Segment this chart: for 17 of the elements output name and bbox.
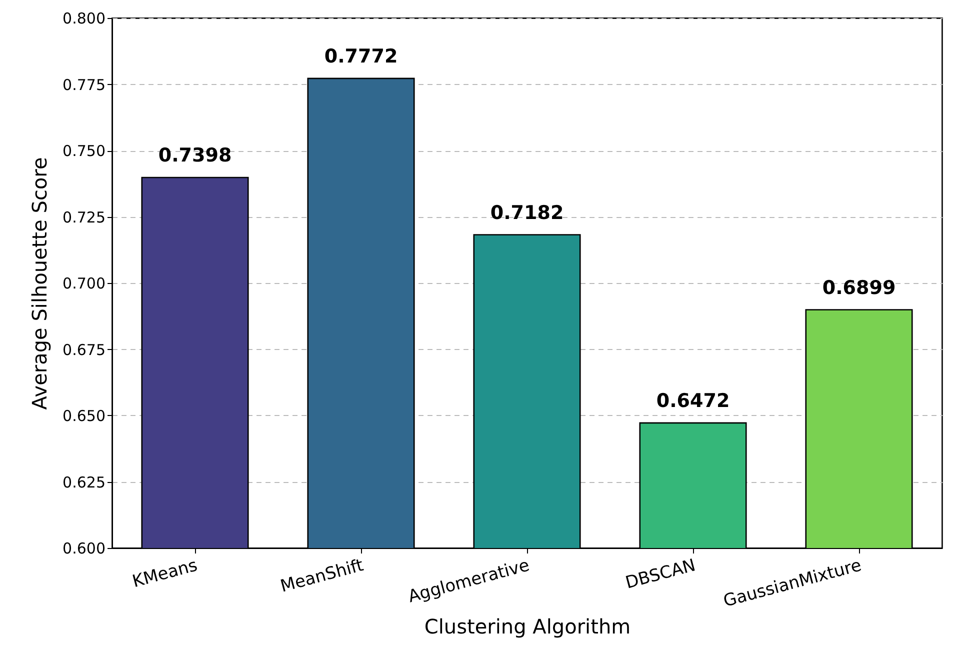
y-tick-label: 0.775 [62,76,106,94]
y-tick-label: 0.800 [62,10,106,28]
y-tick-label: 0.675 [62,340,106,359]
y-tick-label: 0.725 [62,208,106,226]
y-tick-label: 0.650 [62,407,106,425]
data-label: 0.7398 [158,144,232,167]
y-tick-label: 0.700 [62,274,106,292]
y-tick-label: 0.600 [62,540,106,558]
y-axis-title: Average Silhouette Score [28,157,52,410]
x-tick-label: KMeans [130,556,200,592]
x-axis-title: Clustering Algorithm [424,614,631,639]
data-label: 0.7182 [490,202,564,224]
data-label: 0.6472 [656,390,730,412]
data-label: 0.7772 [324,45,398,68]
data-label: 0.6899 [822,276,896,299]
y-tick-label: 0.625 [62,473,106,492]
y-tick-label: 0.750 [62,142,106,160]
